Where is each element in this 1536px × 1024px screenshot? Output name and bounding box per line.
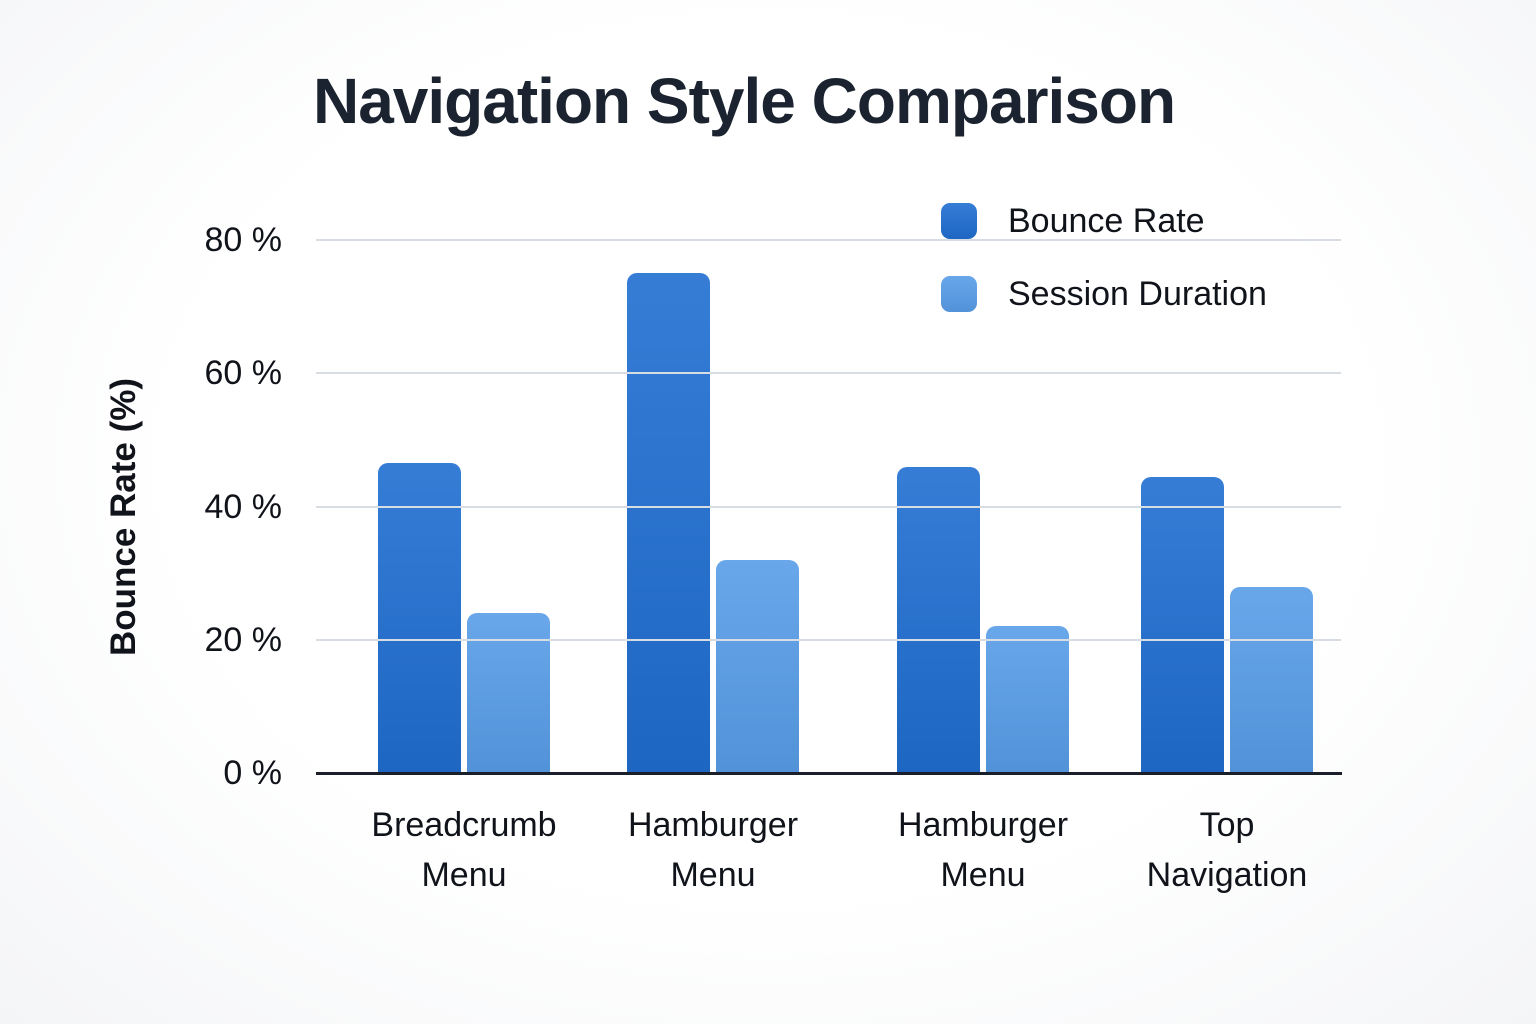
gridline-80 (316, 239, 1341, 241)
gridline-20 (316, 638, 1341, 641)
y-tick-label-20: 20 % (204, 620, 283, 659)
legend: Bounce Rate Session Duration (941, 203, 1267, 312)
legend-item-bounce-rate: Bounce Rate (941, 203, 1267, 239)
y-tick-label-60: 60 % (204, 354, 283, 393)
bar-bounce-rate-breadcrumb-menu (378, 463, 461, 773)
x-axis-baseline (316, 772, 1342, 775)
x-axis-label-top-navigation: Top Navigation (1146, 806, 1308, 894)
gridline-40 (316, 505, 1341, 508)
bar-group-hamburger-menu (897, 240, 1069, 773)
legend-label-session-duration: Session Duration (1008, 275, 1267, 313)
bar-bounce-rate-hamburger-menu (627, 273, 710, 773)
bar-session-duration-top-navigation (1230, 586, 1313, 773)
bar-bounce-rate-top-navigation (1141, 476, 1224, 773)
y-tick-label-0: 0 % (223, 754, 282, 792)
bar-group-hamburger-menu (627, 240, 799, 773)
x-axis-label-breadcrumb-menu: Breadcrumb Menu (371, 806, 557, 894)
bar-session-duration-breadcrumb-menu (467, 613, 550, 773)
legend-label-bounce-rate: Bounce Rate (1008, 202, 1205, 240)
chart-title: Navigation Style Comparison (312, 65, 1176, 137)
x-axis-label-hamburger-menu: Hamburger Menu (627, 806, 799, 894)
x-axis-label-hamburger-menu: Hamburger Menu (897, 806, 1069, 894)
legend-item-session-duration: Session Duration (941, 276, 1267, 312)
legend-swatch-bounce-rate (941, 203, 977, 239)
gridline-60 (316, 372, 1341, 375)
bar-bounce-rate-hamburger-menu (897, 466, 980, 773)
bar-session-duration-hamburger-menu (986, 626, 1069, 773)
bar-group-top-navigation (1141, 240, 1313, 773)
bar-session-duration-hamburger-menu (716, 559, 799, 773)
legend-swatch-session-duration (941, 276, 977, 312)
y-tick-label-40: 40 % (204, 487, 283, 526)
y-tick-label-80: 80 % (204, 221, 283, 259)
